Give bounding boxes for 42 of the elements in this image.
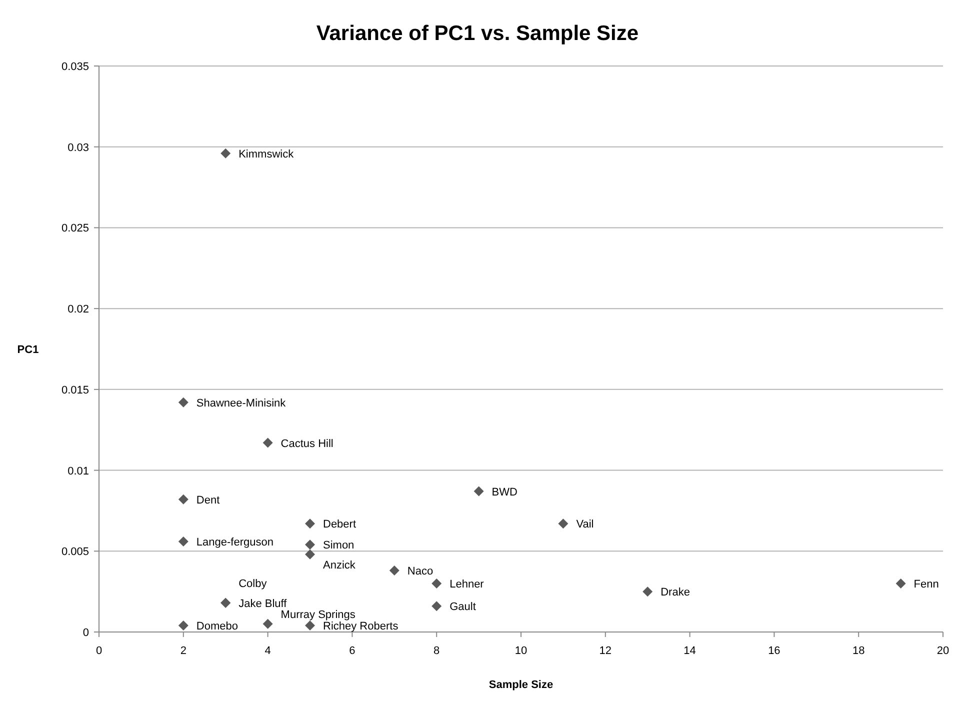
annotation: Drake	[660, 586, 690, 599]
annotation: Cactus Hill	[280, 438, 334, 450]
x-tick-label: 12	[599, 645, 612, 657]
annotation: Richey Roberts	[323, 620, 399, 633]
x-tick-label: 6	[349, 645, 356, 657]
y-tick-label: 0.005	[61, 546, 89, 558]
x-tick-label: 4	[264, 645, 271, 657]
y-tick-label: 0	[82, 627, 89, 639]
y-tick-label: 0.015	[61, 384, 89, 396]
annotation: Lehner	[450, 578, 484, 590]
x-tick-label: 0	[96, 645, 102, 657]
annotation: Jake Bluff	[238, 598, 288, 610]
annotation: Kimmswick	[238, 148, 294, 160]
x-tick-label: 10	[514, 645, 528, 657]
annotation: Lange-ferguson	[196, 536, 274, 548]
y-tick-label: 0.02	[68, 304, 89, 316]
y-axis-title: PC1	[17, 344, 39, 356]
y-tick-label: 0.035	[61, 61, 89, 73]
annotation: Murray Springs	[280, 608, 356, 621]
x-tick-label: 2	[180, 645, 186, 657]
annotation: Vail	[576, 518, 594, 531]
y-tick-label: 0.03	[68, 142, 89, 154]
annotation: Fenn	[914, 578, 939, 590]
y-tick-label: 0.01	[68, 465, 89, 478]
x-tick-label: 14	[684, 645, 696, 657]
annotation: Domebo	[196, 620, 238, 633]
annotation: Shawnee-Minisink	[196, 397, 286, 410]
x-tick-label: 20	[936, 645, 950, 657]
annotation: Gault	[450, 601, 476, 614]
annotation: Dent	[196, 494, 220, 506]
x-tick-label: 16	[768, 645, 780, 657]
chart-title: Variance of PC1 vs. Sample Size	[316, 22, 639, 45]
x-tick-label: 8	[434, 645, 440, 657]
annotation: Anzick	[323, 559, 356, 572]
annotation: BWD	[492, 486, 518, 498]
annotation: Simon	[323, 540, 354, 552]
x-axis-title: Sample Size	[488, 679, 554, 691]
annotation: Debert	[323, 518, 356, 531]
x-tick-label: 18	[852, 645, 865, 657]
annotation: Naco	[407, 566, 434, 578]
y-tick-label: 0.025	[61, 222, 89, 235]
annotation: Colby	[238, 578, 268, 590]
